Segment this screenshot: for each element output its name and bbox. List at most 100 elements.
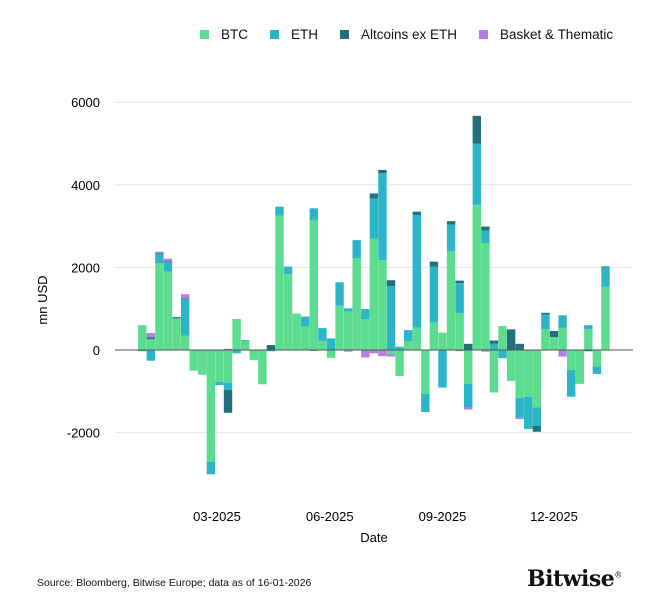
bar-btc — [378, 259, 387, 350]
bar-eth — [301, 316, 310, 327]
bar-altcoins-ex-eth — [155, 252, 164, 254]
bar-eth — [163, 262, 173, 272]
legend-item: BTC — [200, 27, 248, 42]
bar-eth — [584, 325, 593, 330]
bar-btc — [498, 326, 507, 350]
bar-btc — [592, 350, 602, 367]
bar-btc — [584, 329, 593, 350]
bar-altcoins-ex-eth — [506, 329, 516, 350]
bar-btc — [403, 341, 413, 350]
bar-eth — [592, 366, 602, 374]
legend-swatch — [270, 30, 279, 39]
bar-btc — [258, 350, 267, 385]
legend-item: ETH — [270, 27, 318, 42]
bar-eth — [180, 299, 190, 336]
bar-btc — [481, 243, 490, 350]
bar-basket-thematic — [455, 350, 464, 352]
bar-basket-thematic — [378, 350, 387, 357]
source-note: Source: Bloomberg, Bitwise Europe; data … — [37, 577, 312, 589]
bar-btc — [198, 350, 207, 375]
bar-altcoins-ex-eth — [223, 390, 233, 413]
bar-eth — [138, 350, 147, 352]
bar-eth — [240, 340, 250, 342]
bar-eth — [395, 346, 404, 350]
bar-btc — [335, 305, 344, 350]
bar-eth — [266, 350, 276, 352]
bar-altcoins-ex-eth — [429, 261, 439, 267]
bar-btc — [180, 335, 190, 350]
bar-btc — [146, 339, 156, 350]
bar-altcoins-ex-eth — [549, 331, 559, 338]
bar-btc — [249, 350, 258, 360]
bar-eth — [532, 407, 542, 426]
bar-btc — [155, 263, 164, 350]
bar-altcoins-ex-eth — [146, 337, 156, 340]
bar-eth — [215, 381, 224, 386]
bar-eth — [361, 309, 370, 320]
bar-btc — [163, 271, 173, 350]
bar-altcoins-ex-eth — [172, 316, 181, 318]
bar-btc — [566, 350, 576, 370]
bar-btc — [532, 350, 542, 408]
bar-btc — [446, 251, 456, 350]
bar-eth — [275, 206, 284, 216]
bar-btc — [283, 274, 293, 350]
bar-btc — [515, 350, 524, 398]
bar-eth — [206, 461, 216, 475]
y-tick-label: -2000 — [67, 426, 100, 441]
y-tick-label: 4000 — [71, 178, 100, 193]
bar-eth — [472, 143, 482, 205]
bar-altcoins-ex-eth — [541, 312, 550, 315]
x-axis-label: Date — [360, 530, 387, 545]
bar-btc — [172, 319, 181, 350]
legend-label: ETH — [291, 27, 318, 42]
bar-btc — [326, 350, 336, 358]
bar-altcoins-ex-eth — [446, 221, 456, 225]
bar-btc — [455, 313, 464, 350]
bar-eth — [515, 397, 524, 418]
bar-btc — [343, 311, 353, 350]
bar-eth — [446, 224, 456, 252]
bar-btc — [575, 350, 584, 384]
bar-altcoins-ex-eth — [412, 211, 421, 215]
bar-altcoins-ex-eth — [455, 280, 464, 284]
bar-eth — [524, 396, 533, 429]
x-tick-label: 09-2025 — [419, 509, 467, 524]
x-tick-label: 06-2025 — [306, 509, 354, 524]
bar-btc — [318, 340, 327, 350]
x-tick-label: 12-2025 — [530, 509, 578, 524]
bar-basket-thematic — [558, 350, 567, 357]
y-axis-label: mn USD — [35, 275, 50, 324]
bar-basket-thematic — [155, 251, 164, 253]
bar-basket-thematic — [163, 258, 173, 262]
bar-btc — [292, 313, 301, 350]
bar-btc — [601, 286, 610, 350]
bar-btc — [206, 350, 216, 462]
bar-eth — [378, 173, 387, 260]
bar-eth — [172, 317, 181, 320]
legend-swatch — [340, 30, 349, 39]
bar-eth — [369, 198, 379, 239]
bar-btc — [240, 341, 250, 350]
bar-eth — [601, 266, 610, 287]
bar-btc — [361, 319, 370, 350]
bar-btc — [472, 204, 482, 350]
bar-btc — [301, 326, 310, 350]
bar-altcoins-ex-eth — [378, 169, 387, 174]
bar-btc — [138, 325, 147, 350]
bar-btc — [386, 350, 396, 355]
bar-btc — [369, 238, 379, 350]
bar-eth — [464, 383, 473, 408]
bar-eth — [481, 230, 490, 244]
legend-swatch — [479, 30, 489, 39]
bar-eth — [558, 315, 567, 328]
bar-btc — [395, 350, 404, 377]
legend-label: BTC — [221, 27, 248, 42]
bar-eth — [326, 338, 336, 350]
bar-altcoins-ex-eth — [481, 226, 490, 231]
bar-basket-thematic — [180, 294, 190, 299]
bar-eth — [429, 266, 439, 323]
bar-altcoins-ex-eth — [532, 425, 542, 432]
bar-eth — [421, 393, 430, 412]
